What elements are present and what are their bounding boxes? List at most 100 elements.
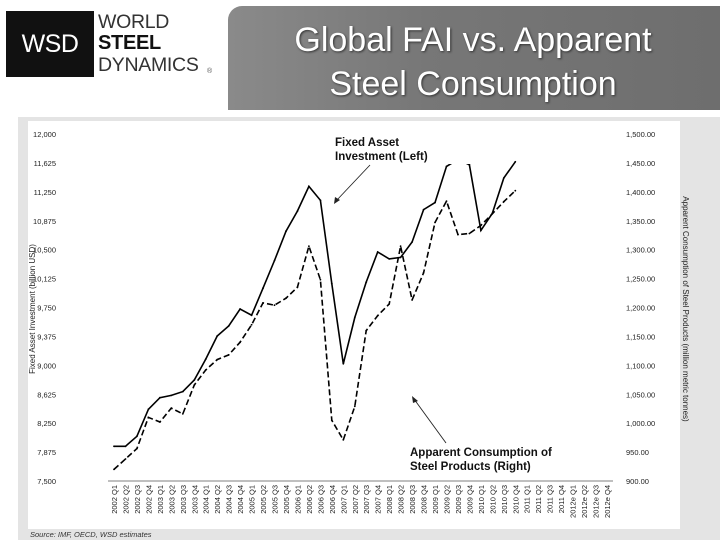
y-left-tick-label: 7,500 [37,477,56,486]
x-tick-label: 2003 Q4 [190,485,199,514]
steel-point [502,200,505,203]
x-tick-label: 2010 Q1 [477,485,486,514]
fai-point [159,396,161,399]
steel-point [250,323,253,326]
steel-point [193,384,196,386]
x-tick-label: 2002 Q2 [121,485,130,514]
x-tick-label: 2012e Q2 [580,485,589,518]
fai-point [204,358,207,361]
x-tick-label: 2008 Q1 [385,485,394,514]
steel-point [227,354,230,356]
x-tick-label: 2004 Q3 [225,485,234,514]
fai-point [216,335,219,337]
x-tick-label: 2009 Q1 [431,485,440,514]
annotation-steel-line2: Steel Products (Right) [410,461,531,473]
y-axis-right-ticks: 1,500.00 1,450.00 1,400.00 1,350.00 1,300.00… [626,130,655,486]
y-right-tick-label: 1,500.00 [626,130,655,139]
y-right-tick-label: 900.00 [626,477,649,486]
fai-point [480,229,482,232]
annotation-fai-arrow [335,164,371,202]
steel-point [296,286,299,289]
y-left-tick-label: 10,500 [33,246,56,255]
x-tick-label: 2011 Q2 [534,485,543,513]
steel-point [411,299,413,301]
x-tick-label: 2003 Q1 [156,485,165,514]
y-axis-right-label: Apparent Consumption of Steel Products (… [681,196,690,422]
logo-dynamics: DYNAMICS [98,54,199,76]
steel-point [159,421,161,423]
x-tick-label: 2006 Q4 [328,485,337,514]
y-left-tick-label: 8,250 [37,419,56,428]
page-title: Global FAI vs. Apparent Steel Consumptio… [240,18,706,106]
steel-point [239,341,242,344]
arrowhead-icon [334,197,340,204]
steel-point [181,413,184,415]
fai-point [250,314,253,317]
x-tick-label: 2011 Q4 [557,485,566,513]
logo-steel: STEEL [98,32,161,54]
x-tick-label: 2009 Q3 [454,485,463,514]
steel-point [434,221,436,224]
title-line-2: Steel Consumption [329,65,617,103]
steel-point [468,232,471,235]
x-tick-label: 2004 Q4 [236,485,245,514]
x-tick-label: 2003 Q3 [179,485,188,514]
y-right-tick-label: 1,250.00 [626,275,655,284]
logo-registered-mark: ® [207,68,213,75]
fai-point [388,258,391,260]
steel-point [319,278,322,281]
x-tick-label: 2002 Q4 [144,485,153,514]
fai-point [468,163,471,166]
annotation-steel-bg [404,443,590,473]
arrowhead-icon [412,396,418,403]
logo-box: WSD [6,11,94,77]
x-tick-label: 2005 Q1 [248,485,257,514]
steel-point [273,304,276,307]
fai-point [193,379,196,381]
y-left-tick-label: 9,750 [37,304,56,313]
x-tick-label: 2005 Q2 [259,485,268,514]
steel-point [285,297,287,300]
y-right-tick-label: 1,150.00 [626,332,655,341]
steel-point [147,416,150,419]
fai-point [342,362,345,365]
y-right-tick-label: 1,050.00 [626,390,655,399]
steel-point [170,407,173,409]
annotation-steel-line1: Apparent Consumption of [410,447,552,459]
wsd-logo: WSD WORLD STEEL DYNAMICS ® [4,8,219,77]
steel-point [491,212,494,215]
x-tick-label: 2008 Q3 [408,485,417,514]
fai-point [308,185,310,188]
steel-point [376,314,379,317]
x-tick-label: 2005 Q3 [271,485,280,514]
series-line-fai [114,158,516,448]
x-tick-label: 2007 Q2 [351,485,360,514]
x-tick-label: 2005 Q4 [282,485,291,514]
steel-point [330,419,333,422]
x-tick-label: 2011 Q1 [523,485,532,513]
fai-point [411,241,413,243]
fai-point [262,287,264,290]
fai-point [434,201,436,204]
y-left-tick-label: 12,000 [33,130,56,139]
fai-point [124,445,127,448]
header-band [228,6,720,110]
annotation-fai-bg [328,134,498,164]
steel-point [204,369,207,371]
fai-point [502,177,505,179]
x-tick-label: 2009 Q2 [442,485,451,514]
fai-point [445,165,448,168]
x-tick-label: 2002 Q1 [110,485,119,514]
y-axis-left-label: Fixed Asset Investment (billion USD) [28,244,37,374]
y-left-tick-label: 11,625 [34,159,56,168]
annotation-steel-arrow [413,398,447,444]
x-tick-label: 2010 Q2 [488,485,497,514]
fai-point [514,160,517,163]
steel-point [365,329,368,332]
source-note: Source: IMF, OECD, WSD estimates [30,530,152,539]
y-left-tick-label: 10,125 [33,275,56,284]
fai-point [170,394,173,397]
fai-point [365,281,368,283]
fai-point [399,256,402,259]
steel-point [514,189,517,192]
